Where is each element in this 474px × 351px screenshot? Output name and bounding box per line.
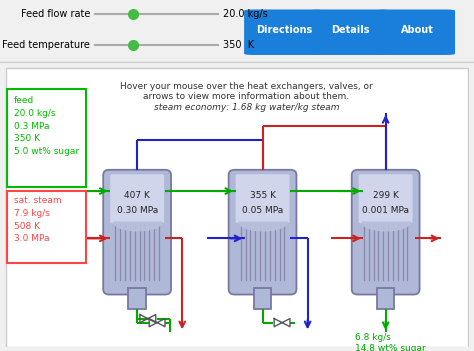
FancyBboxPatch shape — [110, 174, 164, 223]
Text: Feed flow rate: Feed flow rate — [21, 9, 90, 19]
Text: Hover your mouse over the heat exchangers, valves, or
arrows to view more inform: Hover your mouse over the heat exchanger… — [120, 82, 373, 101]
Text: 355 K: 355 K — [249, 191, 275, 199]
FancyBboxPatch shape — [359, 174, 412, 223]
Text: 508 K: 508 K — [14, 221, 40, 231]
FancyBboxPatch shape — [128, 288, 146, 309]
FancyBboxPatch shape — [236, 174, 290, 223]
Text: 20.0 kg/s: 20.0 kg/s — [14, 109, 55, 118]
FancyBboxPatch shape — [7, 89, 86, 187]
FancyBboxPatch shape — [377, 9, 455, 55]
FancyBboxPatch shape — [6, 68, 468, 347]
Text: Details: Details — [331, 25, 370, 35]
Text: 5.0 wt% sugar: 5.0 wt% sugar — [14, 147, 79, 156]
FancyBboxPatch shape — [377, 288, 394, 309]
Text: sat. steam: sat. steam — [14, 196, 62, 205]
Text: Feed temperature: Feed temperature — [2, 40, 90, 51]
Text: 407 K: 407 K — [124, 191, 150, 199]
FancyBboxPatch shape — [310, 9, 389, 55]
Text: 20.0 kg/s: 20.0 kg/s — [223, 9, 267, 19]
FancyBboxPatch shape — [7, 191, 86, 263]
Text: 350 K: 350 K — [14, 134, 40, 144]
FancyBboxPatch shape — [254, 288, 272, 309]
Text: 299 K: 299 K — [373, 191, 399, 199]
FancyBboxPatch shape — [352, 170, 419, 294]
Text: Directions: Directions — [256, 25, 312, 35]
Text: 0.001 MPa: 0.001 MPa — [362, 206, 409, 215]
Text: steam economy: 1.68 kg water/kg steam: steam economy: 1.68 kg water/kg steam — [154, 103, 339, 112]
Text: 14.8 wt% sugar: 14.8 wt% sugar — [356, 344, 426, 351]
FancyBboxPatch shape — [228, 170, 296, 294]
Text: 0.30 MPa: 0.30 MPa — [117, 206, 158, 215]
FancyBboxPatch shape — [103, 170, 171, 294]
Text: feed: feed — [14, 95, 34, 105]
Text: 0.05 MPa: 0.05 MPa — [242, 206, 283, 215]
Text: 3.0 MPa: 3.0 MPa — [14, 234, 49, 243]
Text: 0.3 MPa: 0.3 MPa — [14, 122, 49, 131]
Text: 6.8 kg/s: 6.8 kg/s — [356, 333, 392, 342]
Text: About: About — [401, 25, 434, 35]
Text: 7.9 kg/s: 7.9 kg/s — [14, 209, 50, 218]
Text: 350  K: 350 K — [223, 40, 254, 51]
FancyBboxPatch shape — [244, 9, 322, 55]
